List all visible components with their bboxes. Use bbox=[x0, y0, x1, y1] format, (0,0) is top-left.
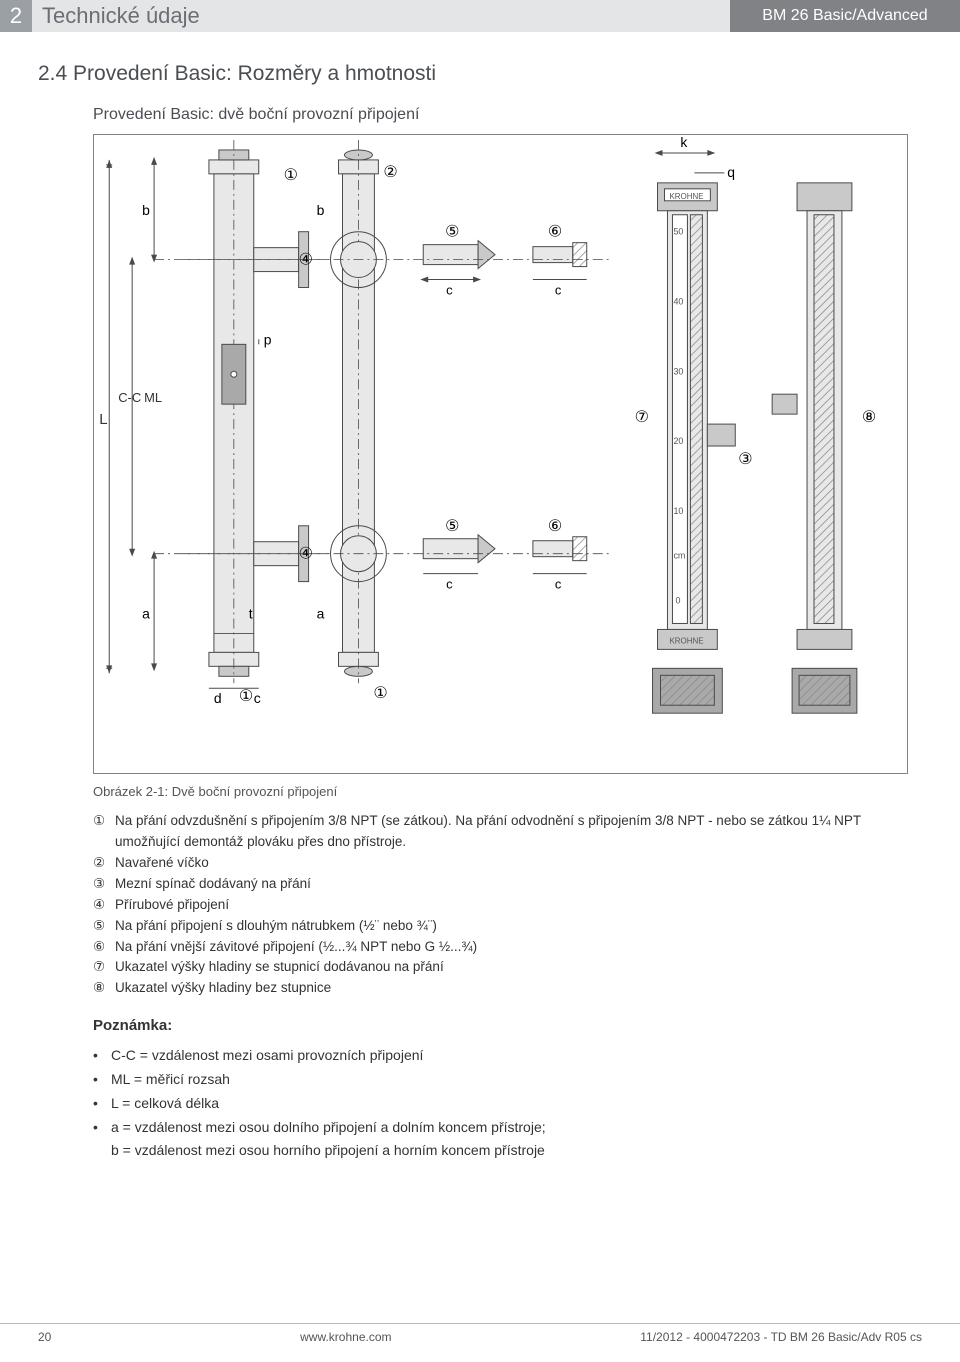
bullet-dot: • bbox=[93, 1044, 111, 1068]
bullet-dot: • bbox=[93, 1068, 111, 1092]
bullet-3: L = celková délka bbox=[111, 1092, 922, 1116]
footer-page: 20 bbox=[38, 1330, 51, 1344]
scale-0: 0 bbox=[675, 596, 680, 606]
page-content: 2.4 Provedení Basic: Rozměry a hmotnosti… bbox=[0, 32, 960, 1163]
section-title: 2.4 Provedení Basic: Rozměry a hmotnosti bbox=[38, 62, 922, 86]
legend-txt-8: Ukazatel výšky hladiny bez stupnice bbox=[115, 978, 922, 999]
legend-list: ①Na přání odvzdušnění s připojením 3/8 N… bbox=[93, 811, 922, 999]
technical-diagram: L C-C ML bbox=[93, 134, 908, 774]
dim-a-2: a bbox=[317, 605, 325, 621]
callout-8: ⑧ bbox=[862, 409, 876, 426]
dim-L: L bbox=[99, 411, 107, 428]
dim-c-2: c bbox=[555, 283, 562, 298]
dim-c-1: c bbox=[446, 283, 453, 298]
notes-list: •C-C = vzdálenost mezi osami provozních … bbox=[93, 1044, 922, 1163]
dim-b-2: b bbox=[317, 202, 325, 218]
legend-num-2: ② bbox=[93, 853, 115, 874]
dim-c-b: c bbox=[254, 690, 261, 706]
legend-num-5: ⑤ bbox=[93, 916, 115, 937]
footer-right: 11/2012 - 4000472203 - TD BM 26 Basic/Ad… bbox=[640, 1330, 922, 1344]
legend-num-7: ⑦ bbox=[93, 957, 115, 978]
legend-txt-4: Přírubové připojení bbox=[115, 895, 922, 916]
scale-40: 40 bbox=[673, 296, 683, 306]
scale-50: 50 bbox=[673, 227, 683, 237]
brand-1: KROHNE bbox=[669, 192, 703, 201]
dim-c-3: c bbox=[446, 577, 453, 592]
scale-cm: cm bbox=[673, 551, 685, 561]
callout-1-top: ① bbox=[284, 167, 298, 184]
figure-caption: Obrázek 2-1: Dvě boční provozní připojen… bbox=[93, 784, 922, 799]
scale-10: 10 bbox=[673, 506, 683, 516]
legend-num-1: ① bbox=[93, 811, 115, 853]
bullet-4: a = vzdálenost mezi osou dolního připoje… bbox=[111, 1116, 922, 1164]
diagram-subtitle: Provedení Basic: dvě boční provozní přip… bbox=[93, 106, 922, 124]
bullet-dot: • bbox=[93, 1092, 111, 1116]
bullet-1: C-C = vzdálenost mezi osami provozních p… bbox=[111, 1044, 922, 1068]
chapter-header: 2 Technické údaje BM 26 Basic/Advanced bbox=[0, 0, 960, 32]
note-heading: Poznámka: bbox=[93, 1017, 922, 1034]
bullet-dot: • bbox=[93, 1116, 111, 1164]
chapter-number: 2 bbox=[0, 0, 32, 32]
dim-t: t bbox=[249, 605, 253, 621]
callout-7: ⑦ bbox=[635, 409, 649, 426]
dim-q: q bbox=[727, 164, 735, 180]
callout-1a: ① bbox=[239, 688, 253, 705]
dim-ML: ML bbox=[144, 390, 162, 405]
legend-txt-2: Navařené víčko bbox=[115, 853, 922, 874]
dim-p: p bbox=[264, 331, 272, 347]
dim-k: k bbox=[680, 135, 687, 150]
callout-5a: ⑤ bbox=[445, 224, 459, 241]
callout-6b: ⑥ bbox=[548, 518, 562, 535]
callout-4a: ④ bbox=[299, 252, 313, 269]
callout-5b: ⑤ bbox=[445, 518, 459, 535]
callout-4b: ④ bbox=[299, 546, 313, 563]
scale-30: 30 bbox=[673, 366, 683, 376]
scale-20: 20 bbox=[673, 436, 683, 446]
legend-txt-3: Mezní spínač dodávaný na přání bbox=[115, 874, 922, 895]
product-label: BM 26 Basic/Advanced bbox=[730, 0, 960, 32]
callout-2: ② bbox=[383, 164, 397, 181]
dim-b-1: b bbox=[142, 202, 150, 218]
legend-num-3: ③ bbox=[93, 874, 115, 895]
legend-num-8: ⑧ bbox=[93, 978, 115, 999]
bullet-2: ML = měřicí rozsah bbox=[111, 1068, 922, 1092]
dim-a-1: a bbox=[142, 605, 150, 621]
callout-3: ③ bbox=[738, 451, 752, 468]
callout-6a: ⑥ bbox=[548, 224, 562, 241]
legend-txt-6: Na přání vnější závitové připojení (½...… bbox=[115, 937, 922, 958]
page-footer: 20 www.krohne.com 11/2012 - 4000472203 -… bbox=[0, 1323, 960, 1344]
dim-CC: C-C bbox=[118, 390, 141, 405]
legend-num-4: ④ bbox=[93, 895, 115, 916]
brand-2: KROHNE bbox=[669, 636, 703, 645]
legend-txt-7: Ukazatel výšky hladiny se stupnicí dodáv… bbox=[115, 957, 922, 978]
dim-d: d bbox=[214, 690, 222, 706]
legend-num-6: ⑥ bbox=[93, 937, 115, 958]
legend-txt-1: Na přání odvzdušnění s připojením 3/8 NP… bbox=[115, 811, 922, 853]
callout-1b: ① bbox=[373, 685, 387, 702]
dim-c-4: c bbox=[555, 577, 562, 592]
chapter-title: Technické údaje bbox=[32, 0, 730, 32]
legend-txt-5: Na přání připojení s dlouhým nátrubkem (… bbox=[115, 916, 922, 937]
footer-center: www.krohne.com bbox=[300, 1330, 391, 1344]
